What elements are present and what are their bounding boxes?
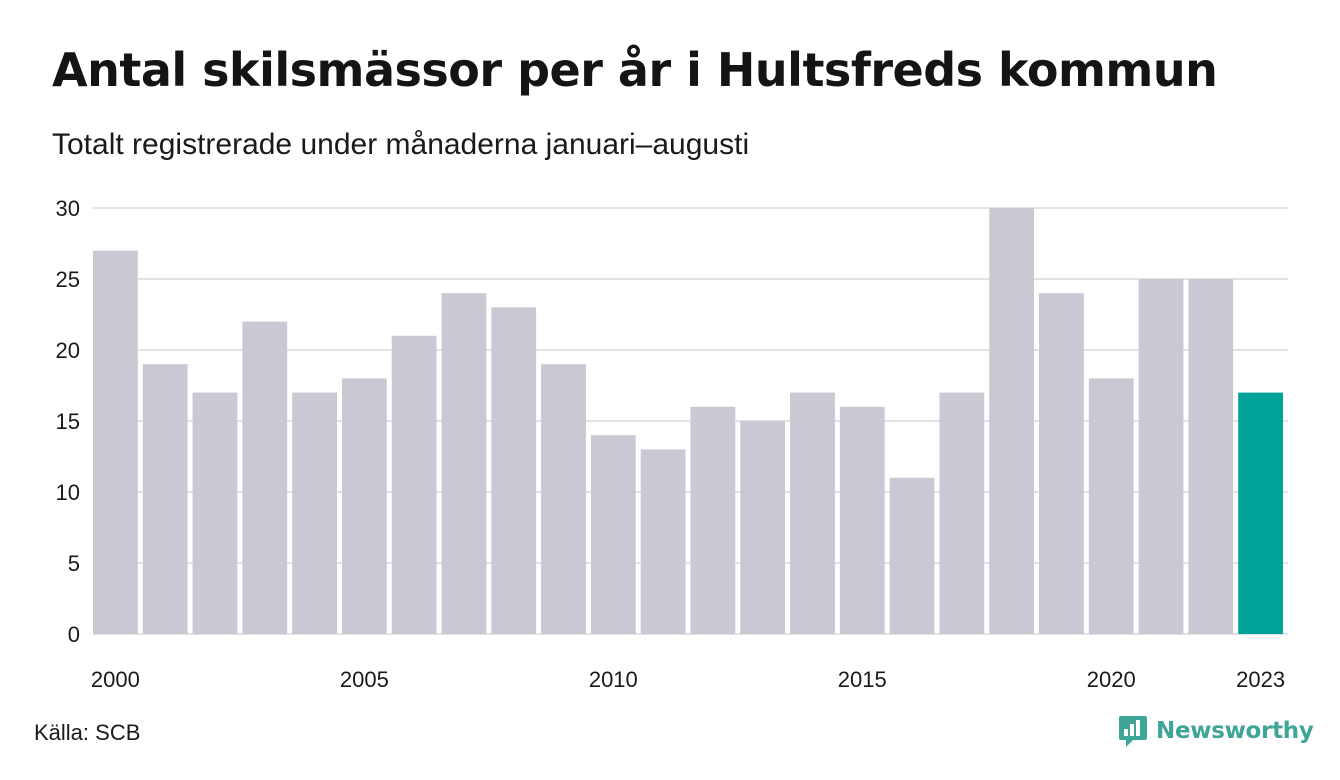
bar-2021 [1138,279,1184,634]
bar-2011 [640,449,686,634]
bar-2009 [541,364,586,634]
source-note: Källa: SCB [34,720,141,745]
y-tick-label: 10 [56,480,80,505]
bar-chart: 0 5 10 15 20 25 30 2000 2005 2010 2015 2020 2023 [56,196,1288,692]
x-tick-label: 2020 [1087,667,1136,692]
newsworthy-logo-icon [1119,716,1147,747]
y-tick-label: 15 [56,409,80,434]
bar-2016 [889,477,935,634]
bar-2014 [790,392,835,634]
y-tick-label: 5 [68,551,80,576]
bar-2018 [989,208,1035,634]
bar-2012 [690,406,736,634]
y-axis-ticks: 0 5 10 15 20 25 30 [56,196,80,647]
x-tick-label: 2010 [589,667,638,692]
x-tick-label: 2015 [838,667,887,692]
bar-2010 [590,435,636,634]
bar-2006 [391,335,437,634]
bar-2005 [341,378,387,634]
bar-2004 [292,392,337,634]
bar-2000 [93,250,138,634]
bar-2023 [1238,392,1283,634]
bar-2002 [192,392,238,634]
bar-2022 [1188,279,1234,634]
bar-2013 [740,421,786,634]
chart-title: Antal skilsmässor per år i Hultsfreds ko… [52,43,1218,97]
bars [93,208,1283,634]
chart-subtitle: Totalt registrerade under månaderna janu… [52,128,750,161]
x-tick-label: 2023 [1236,667,1285,692]
bar-2003 [242,321,288,634]
bar-2020 [1088,378,1134,634]
x-tick-label: 2000 [91,667,140,692]
x-tick-label: 2005 [340,667,389,692]
bar-2019 [1039,293,1084,634]
y-tick-label: 0 [68,622,80,647]
x-axis-ticks: 2000 2005 2010 2015 2020 2023 [91,667,1285,692]
bar-2015 [839,406,885,634]
bar-2001 [142,364,188,634]
bar-2008 [491,307,537,634]
y-tick-label: 20 [56,338,80,363]
y-tick-label: 30 [56,196,80,221]
y-tick-label: 25 [56,267,80,292]
bar-2017 [939,392,985,634]
brand-logo: Newsworthy [1118,714,1314,748]
brand-name: Newsworthy [1156,718,1314,744]
bar-2007 [441,293,487,634]
